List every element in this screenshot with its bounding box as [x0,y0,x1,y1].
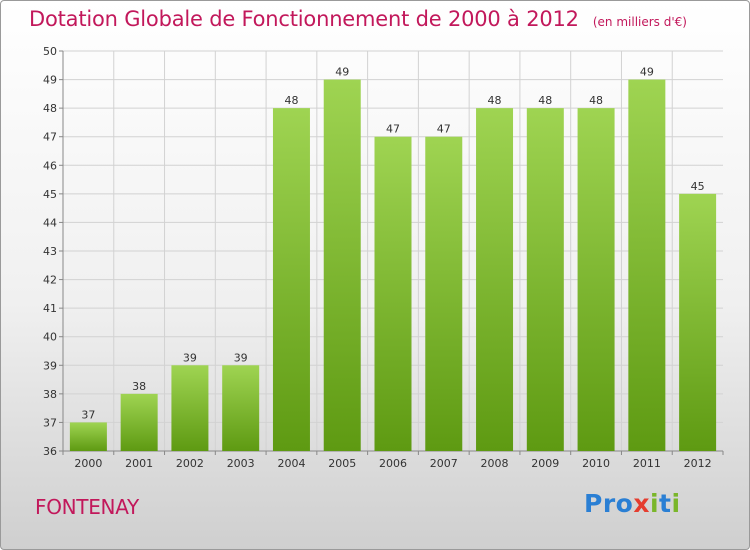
xtick-label-2009: 2009 [531,457,559,470]
bar-2007 [425,136,463,451]
value-label-2000: 37 [81,408,95,421]
town-name: FONTENAY [35,495,139,519]
bar-2000 [69,422,107,451]
bar-2005 [323,79,361,452]
logo-part-i: i [649,489,660,518]
chart-title: Dotation Globale de Fonctionnement de 20… [29,7,687,31]
bar-2009 [526,108,564,452]
ytick-label-46: 46 [43,159,57,172]
logo-part-i2: i [671,489,681,518]
xtick-label-2012: 2012 [684,457,712,470]
value-label-2003: 39 [234,351,248,364]
xtick-label-2000: 2000 [74,457,102,470]
ytick-label-39: 39 [43,359,57,372]
value-label-2002: 39 [183,351,197,364]
value-label-2012: 45 [691,180,705,193]
value-label-2005: 49 [335,66,349,79]
bar-2001 [120,393,158,451]
bar-2006 [374,136,412,451]
ytick-label-36: 36 [43,445,57,458]
logo-part-x: x [633,489,650,518]
ytick-label-41: 41 [43,302,57,315]
xtick-label-2001: 2001 [125,457,153,470]
bar-2012 [679,193,717,451]
ytick-label-50: 50 [43,45,57,58]
xtick-label-2011: 2011 [633,457,661,470]
xtick-label-2006: 2006 [379,457,407,470]
proxiti-logo[interactable]: Proxiti [584,489,681,518]
ytick-label-40: 40 [43,331,57,344]
ytick-label-43: 43 [43,245,57,258]
bar-2002 [171,365,209,451]
bar-2003 [222,365,260,451]
bar-2011 [628,79,666,452]
bar-2010 [577,108,615,452]
xtick-label-2005: 2005 [328,457,356,470]
value-label-2004: 48 [284,94,298,107]
value-label-2009: 48 [538,94,552,107]
value-label-2006: 47 [386,123,400,136]
xtick-label-2003: 2003 [227,457,255,470]
bar-2004 [272,108,310,452]
ytick-label-47: 47 [43,131,57,144]
ytick-label-44: 44 [43,216,57,229]
bar-2008 [476,108,514,452]
xtick-label-2007: 2007 [430,457,458,470]
ytick-label-42: 42 [43,274,57,287]
ytick-label-38: 38 [43,388,57,401]
logo-part-t: t [659,489,672,518]
title-text: Dotation Globale de Fonctionnement de 20… [29,7,579,31]
bars [69,79,717,452]
ytick-label-45: 45 [43,188,57,201]
ytick-label-48: 48 [43,102,57,115]
xtick-label-2002: 2002 [176,457,204,470]
ytick-label-49: 49 [43,74,57,87]
xtick-label-2008: 2008 [481,457,509,470]
xtick-label-2004: 2004 [277,457,305,470]
xtick-label-2010: 2010 [582,457,610,470]
value-label-2010: 48 [589,94,603,107]
logo-part-pro: Pro [584,489,634,518]
value-label-2011: 49 [640,66,654,79]
unit-label: (en milliers d'€) [592,15,687,29]
value-label-2008: 48 [488,94,502,107]
value-label-2007: 47 [437,123,451,136]
ytick-label-37: 37 [43,416,57,429]
value-label-2001: 38 [132,380,146,393]
labels: 36 37 38 39 40 41 42 43 44 45 46 47 48 49 50 37 2000 38 20… [43,45,712,470]
